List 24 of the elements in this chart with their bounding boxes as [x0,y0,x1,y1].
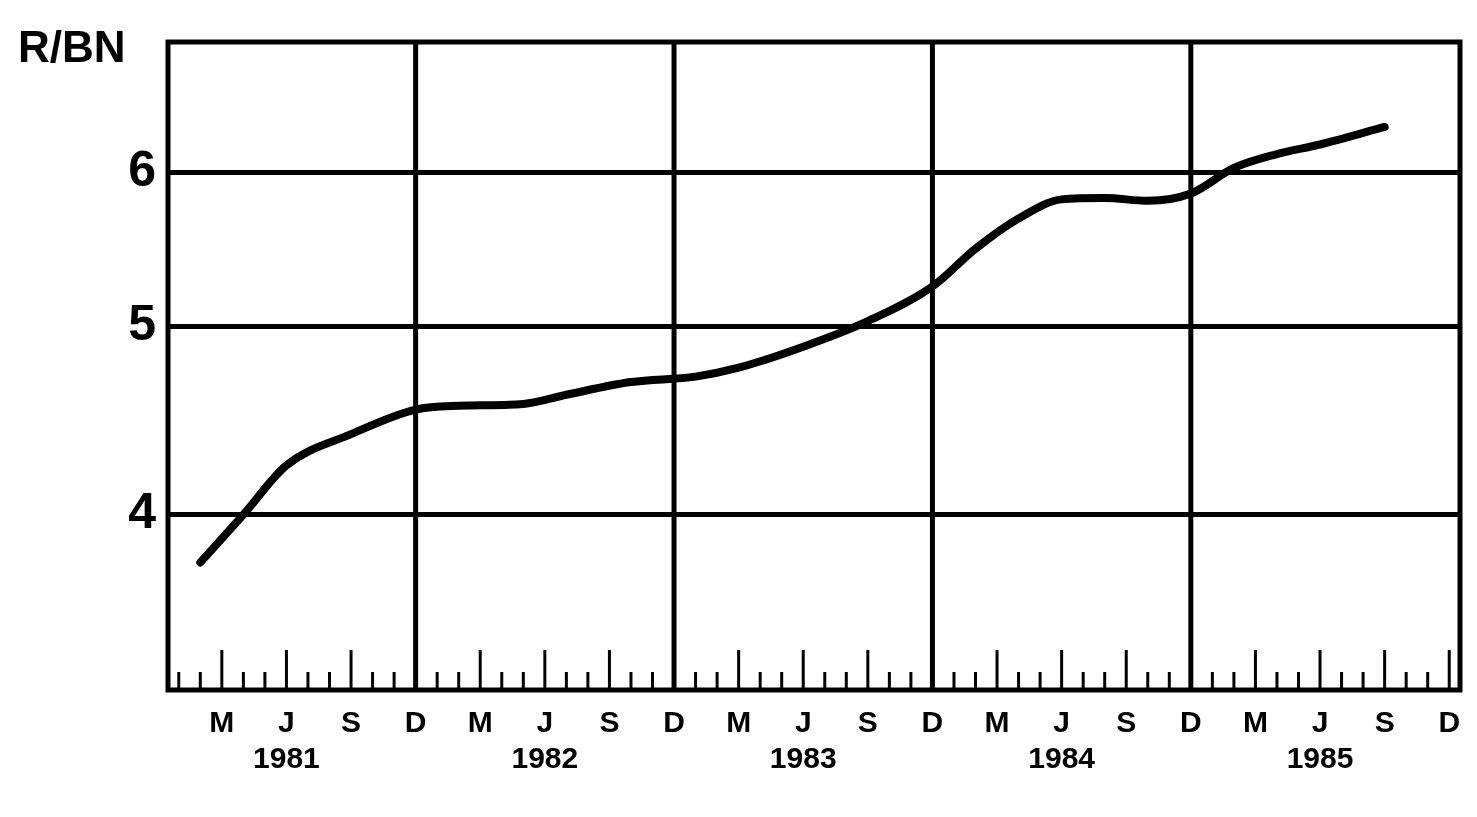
x-tick-label: D [404,705,427,739]
x-tick-label: S [1374,705,1395,739]
x-tick-label: M [726,705,752,739]
x-tick-label: J 1984 [1028,705,1096,775]
y-tick-label: 4 [128,483,157,540]
x-tick-label: S [1116,705,1137,739]
x-tick-label: M [467,705,493,739]
x-tick-label: M [984,705,1010,739]
y-tick-label: 6 [128,140,156,197]
x-tick-label: S [341,705,362,739]
x-tick-label: D [1438,705,1461,739]
x-tick-label: D [921,705,944,739]
x-tick-label: S [857,705,878,739]
x-tick-label: J 1981 [253,705,320,775]
x-tick-label: J 1985 [1286,705,1354,775]
y-tick-label: 5 [128,294,156,351]
x-tick-label: J 1983 [769,705,837,775]
x-tick-label: D [663,705,685,739]
x-tick-label: M [209,705,235,739]
x-tick-label: D [1180,705,1202,739]
y-axis-title: R/BN [18,22,126,72]
x-tick-label: J 1982 [511,705,579,775]
x-tick-label: M [1242,705,1268,739]
x-tick-label: S [599,705,620,739]
